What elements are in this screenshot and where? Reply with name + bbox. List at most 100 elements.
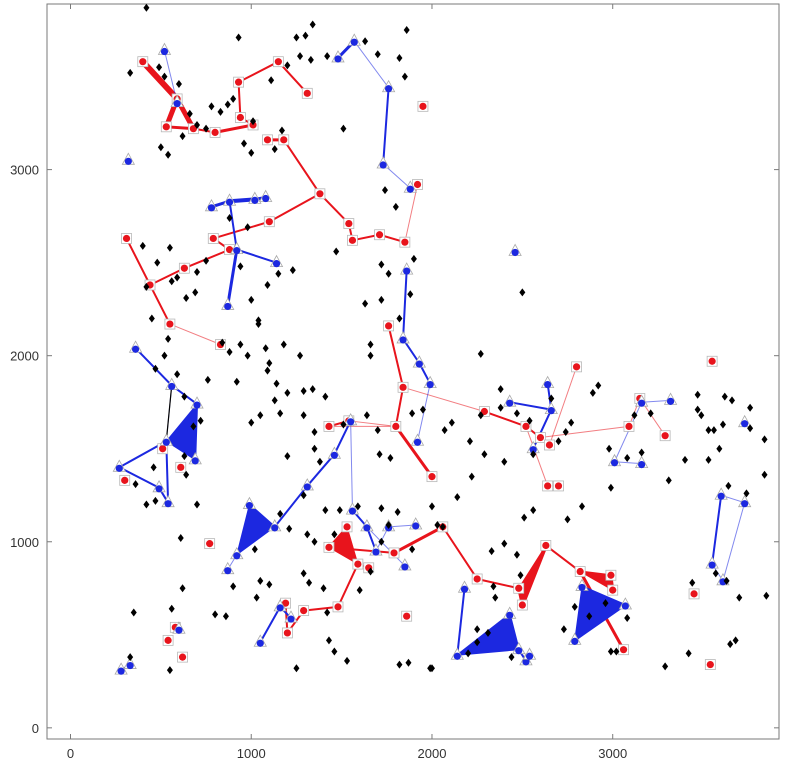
black-diamond-point xyxy=(468,472,475,481)
blue-point xyxy=(460,585,469,593)
black-diamond-point xyxy=(324,608,331,617)
black-diamond-point xyxy=(732,636,739,645)
black-diamond-point xyxy=(367,351,374,360)
black-diamond-point xyxy=(179,132,186,141)
red-point xyxy=(473,575,481,583)
black-diamond-point xyxy=(273,379,280,388)
black-diamond-point xyxy=(705,455,712,464)
black-diamond-point xyxy=(761,435,768,444)
black-diamond-point xyxy=(336,506,343,515)
black-diamond-point xyxy=(241,139,248,148)
black-diamond-point xyxy=(322,392,329,401)
red-point xyxy=(178,653,187,661)
black-diamond-point xyxy=(166,243,173,252)
black-diamond-point xyxy=(344,656,351,665)
blue-edge xyxy=(118,466,161,489)
black-diamond-point xyxy=(139,241,146,250)
red-point xyxy=(281,599,290,607)
blue-point xyxy=(162,438,170,446)
black-diamond-point xyxy=(721,392,728,401)
red-point xyxy=(325,422,333,430)
red-point xyxy=(607,571,615,579)
blue-point xyxy=(131,345,140,353)
y-tick-label: 2000 xyxy=(10,349,39,364)
red-point xyxy=(399,383,407,391)
red-edge xyxy=(539,425,630,439)
blue-point xyxy=(262,194,270,203)
black-diamond-point xyxy=(401,72,408,81)
black-diamond-point xyxy=(589,388,596,397)
black-diamond-point xyxy=(555,437,562,446)
black-diamond-point xyxy=(477,349,484,358)
black-diamond-point xyxy=(606,444,613,453)
black-diamond-point xyxy=(217,107,224,116)
blue-edge xyxy=(226,248,239,307)
black-diamond-point xyxy=(624,614,631,623)
x-tick-label: 0 xyxy=(67,746,74,761)
black-diamond-point xyxy=(157,143,164,152)
black-diamond-point xyxy=(194,120,201,129)
black-diamond-point xyxy=(725,481,732,490)
black-diamond-point xyxy=(175,80,182,89)
red-edge xyxy=(387,324,405,389)
black-diamond-point xyxy=(309,385,316,394)
black-diamond-point xyxy=(222,612,229,621)
blue-point xyxy=(406,185,414,193)
blue-point xyxy=(363,524,371,532)
blue-point xyxy=(256,639,264,647)
red-point xyxy=(348,236,357,244)
black-diamond-point xyxy=(607,647,614,656)
black-diamond-point xyxy=(244,223,251,232)
black-diamond-point xyxy=(474,638,481,647)
black-diamond-point xyxy=(154,258,161,267)
black-diamond-point xyxy=(665,476,672,485)
black-diamond-point xyxy=(264,280,271,289)
blue-edge xyxy=(614,401,643,463)
red-edge xyxy=(149,283,171,326)
red-point xyxy=(345,219,353,228)
blue-point xyxy=(191,457,199,465)
blue-edge xyxy=(366,526,406,567)
red-point xyxy=(325,543,333,551)
black-diamond-point xyxy=(716,444,723,453)
black-diamond-point xyxy=(340,420,347,429)
blue-edge xyxy=(388,524,417,528)
black-diamond-point xyxy=(300,569,307,578)
ticks-layer: 0 1000 2000 3000 0 1000 2000 3000 xyxy=(10,4,779,761)
black-diamond-point xyxy=(396,660,403,669)
blue-point xyxy=(164,500,172,508)
red-point xyxy=(280,136,288,144)
black-diamond-point xyxy=(284,61,291,70)
black-diamond-point xyxy=(181,392,188,401)
black-diamond-point xyxy=(719,420,726,429)
red-point xyxy=(661,432,669,440)
red-point xyxy=(625,422,633,430)
black-diamond-point xyxy=(578,502,585,511)
black-diamond-point xyxy=(183,470,190,479)
blue-point xyxy=(741,500,749,508)
black-diamond-point xyxy=(428,664,435,673)
black-diamond-point xyxy=(662,662,669,671)
blue-point xyxy=(233,247,241,255)
black-diamond-point xyxy=(727,640,734,649)
blue-point xyxy=(350,38,358,46)
black-diamond-point xyxy=(394,507,401,516)
black-diamond-point xyxy=(689,578,696,587)
blue-point xyxy=(403,267,411,275)
blue-point xyxy=(666,397,675,405)
black-diamond-point xyxy=(367,567,374,576)
red-point xyxy=(576,567,584,576)
black-diamond-point xyxy=(248,148,255,157)
red-point xyxy=(515,584,523,592)
black-diamond-point xyxy=(409,545,416,554)
black-diamond-point xyxy=(490,582,497,591)
blue-edge xyxy=(456,613,511,657)
black-diamond-point xyxy=(311,537,318,546)
blue-point xyxy=(303,483,311,491)
black-diamond-point xyxy=(192,288,199,297)
red-point xyxy=(206,540,214,548)
blue-edge xyxy=(508,401,553,411)
black-diamond-point xyxy=(331,647,338,656)
red-point xyxy=(303,89,311,97)
black-diamond-point xyxy=(130,608,137,617)
